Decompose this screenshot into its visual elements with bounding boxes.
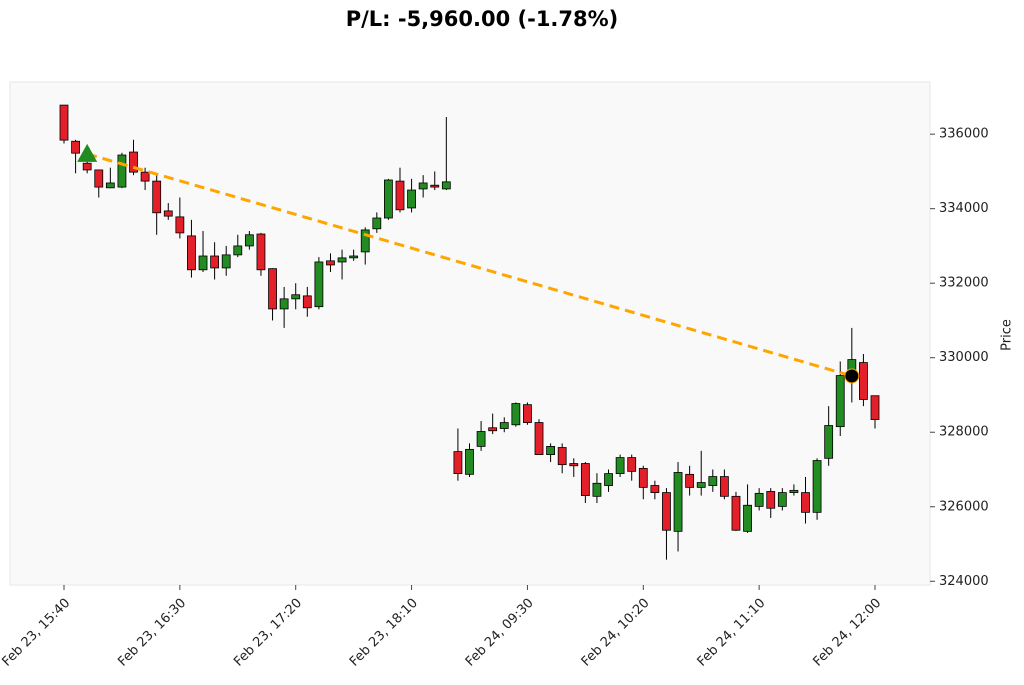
candle-body <box>627 457 637 472</box>
y-tick-label: 336000 <box>939 127 989 142</box>
candle-body <box>152 180 162 214</box>
candle-body <box>163 210 173 217</box>
candle-body <box>244 234 254 247</box>
candle-body <box>592 482 602 497</box>
candle-body <box>870 395 880 420</box>
candle-body <box>696 482 706 488</box>
candle-body <box>140 171 150 182</box>
candle-body <box>708 476 718 486</box>
x-tick-label: Feb 23, 16:30 <box>115 596 189 670</box>
candle-body <box>719 476 729 497</box>
candle-body <box>511 403 521 426</box>
candle-body <box>82 162 92 171</box>
entry-marker <box>77 143 98 162</box>
candle-body <box>198 255 208 271</box>
candle-body <box>291 294 301 300</box>
candle-body <box>499 422 509 429</box>
candle-body <box>117 154 127 188</box>
exit-marker <box>844 368 860 384</box>
candle-body <box>430 184 440 188</box>
candle-body <box>650 485 660 493</box>
candle-body <box>569 463 579 467</box>
candle-body <box>812 460 822 513</box>
y-tick-label: 330000 <box>939 350 989 365</box>
candle-body <box>233 245 243 256</box>
candle-body <box>326 260 335 266</box>
candle-body <box>638 467 648 488</box>
candle-body <box>580 463 590 496</box>
candle-body <box>360 229 370 253</box>
y-tick-label: 326000 <box>939 499 989 514</box>
plot-area <box>9 81 931 586</box>
candle-body <box>71 140 80 154</box>
candle-body <box>859 362 868 400</box>
candle-body <box>418 182 428 190</box>
y-axis-label: Price <box>1000 319 1015 351</box>
candle-body <box>453 451 463 474</box>
candle-body <box>105 182 115 189</box>
y-tick-label: 324000 <box>939 574 989 589</box>
candle-body <box>488 427 498 432</box>
x-tick-label: Feb 23, 17:20 <box>231 596 305 670</box>
candle-body <box>546 445 555 455</box>
candle-body <box>766 491 776 509</box>
candle-body <box>337 257 347 263</box>
candle-body <box>349 255 359 259</box>
y-tick-label: 328000 <box>939 425 989 440</box>
candle-body <box>615 457 625 474</box>
candle-body <box>372 217 382 230</box>
y-tick-label: 332000 <box>939 276 989 291</box>
candle-body <box>94 169 104 188</box>
candle-body <box>534 422 544 455</box>
x-tick-label: Feb 24, 11:10 <box>695 596 769 670</box>
candle-body <box>279 298 289 310</box>
candle-body <box>662 492 671 531</box>
candle-body <box>175 216 185 234</box>
candle-body <box>604 473 613 486</box>
candle-body <box>557 447 567 466</box>
candle-body <box>129 151 138 173</box>
x-tick-label: Feb 24, 12:00 <box>810 596 884 670</box>
candle-body <box>824 425 834 459</box>
candle-body <box>256 233 266 271</box>
candle-body <box>314 261 324 308</box>
x-tick-label: Feb 23, 18:10 <box>347 596 421 670</box>
candle-body <box>383 179 393 219</box>
y-tick-label: 334000 <box>939 201 989 216</box>
candle-body <box>395 180 405 211</box>
candle-body <box>187 235 196 271</box>
candle-body <box>302 295 312 309</box>
candle-body <box>685 473 695 488</box>
candle-body <box>731 495 741 531</box>
candle-body <box>673 472 683 532</box>
candle-body <box>743 504 752 532</box>
candle-body <box>523 404 532 423</box>
candle-body <box>268 268 277 310</box>
x-tick-label: Feb 24, 09:30 <box>463 596 537 670</box>
candle-body <box>801 492 810 513</box>
x-tick-label: Feb 24, 10:20 <box>579 596 653 670</box>
candle-body <box>789 489 799 493</box>
x-tick-label: Feb 23, 15:40 <box>0 596 73 670</box>
chart-title: P/L: -5,960.00 (-1.78%) <box>346 7 619 31</box>
candle-body <box>754 492 764 507</box>
candle-body <box>465 448 474 475</box>
candle-body <box>210 255 220 269</box>
candle-body <box>777 492 787 507</box>
candle-body <box>407 189 416 209</box>
candle-body <box>835 375 845 428</box>
candle-body <box>441 181 451 190</box>
candle-body <box>221 254 231 269</box>
candle-body <box>476 431 486 447</box>
candle-body <box>59 104 69 141</box>
trade-line <box>86 152 853 378</box>
